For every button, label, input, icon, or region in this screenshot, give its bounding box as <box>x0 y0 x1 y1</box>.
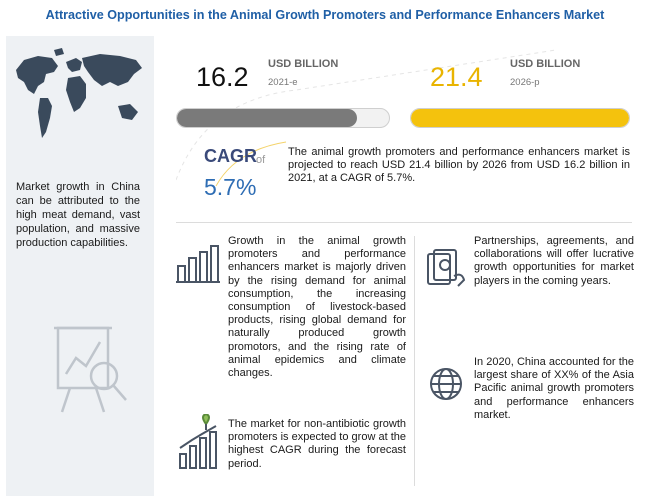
stat-2026-year: 2026-p <box>510 77 540 88</box>
stat-2021-bar-fill <box>177 109 358 127</box>
left-note: Market growth in China can be attributed… <box>16 181 140 249</box>
stat-2021-value: 16.2 <box>196 62 249 92</box>
insight-non-antibiotic: The market for non-antibiotic growth pro… <box>228 418 406 470</box>
cagr-label: CAGR <box>204 146 257 166</box>
insight-growth: Growth in the animal growth promoters an… <box>228 235 406 380</box>
market-summary: The animal growth promoters and performa… <box>288 146 630 185</box>
stat-2021-bar <box>176 108 390 128</box>
stat-2026-value: 21.4 <box>430 62 483 92</box>
stat-2021-year: 2021-e <box>268 77 298 88</box>
stat-2026-unit: USD BILLION <box>510 58 581 70</box>
stat-2026-bar <box>410 108 630 128</box>
bar-chart-icon <box>176 245 220 283</box>
cagr-of: of <box>256 154 266 166</box>
analytics-chart-icon <box>54 326 127 413</box>
divider <box>414 236 415 486</box>
money-icon <box>427 249 466 287</box>
divider <box>176 222 632 223</box>
growth-chart-icon <box>179 414 217 469</box>
globe-icon <box>430 368 462 400</box>
stat-2021-unit: USD BILLION <box>268 58 339 70</box>
insight-china: In 2020, China accounted for the largest… <box>474 356 634 421</box>
world-map-icon <box>16 48 142 138</box>
stat-2026-bar-fill <box>411 109 629 127</box>
insight-partnerships: Partnerships, agreements, and collaborat… <box>474 235 634 287</box>
cagr-value: 5.7% <box>204 174 257 200</box>
page-title: Attractive Opportunities in the Animal G… <box>45 8 605 22</box>
